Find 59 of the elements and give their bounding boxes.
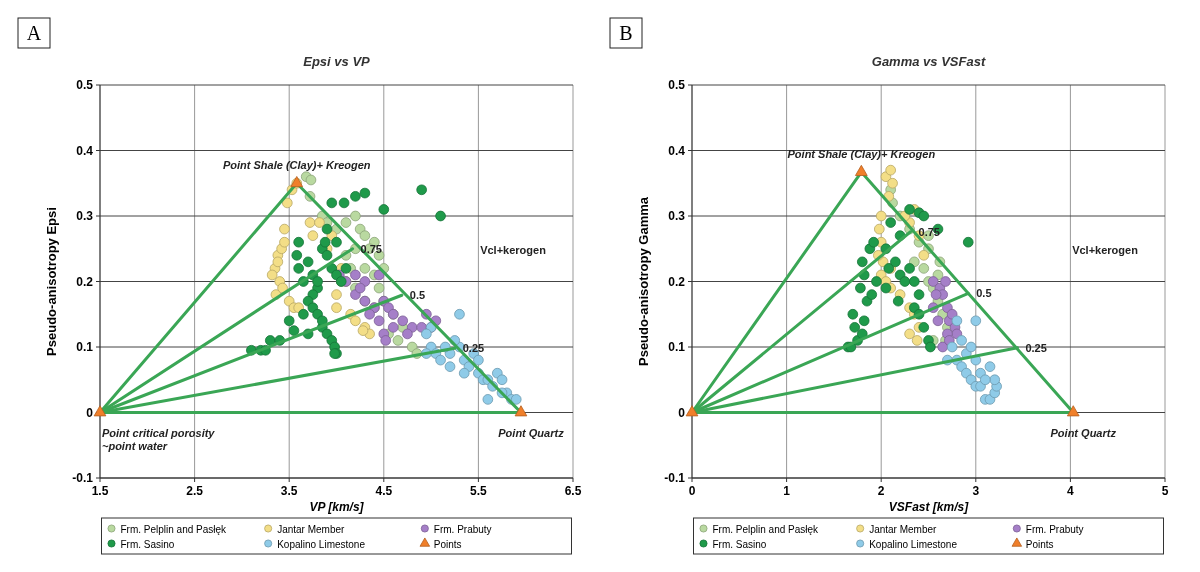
y-tick-label: 0.2 bbox=[76, 274, 94, 289]
annotation: 0.25 bbox=[1025, 341, 1047, 354]
legend-label: Kopalino Limestone bbox=[869, 538, 958, 550]
annotation: 0.5 bbox=[409, 289, 426, 302]
annotation: 0.5 bbox=[976, 287, 992, 300]
x-axis-title: VP [km/s] bbox=[309, 500, 365, 514]
y-axis-title: Pseudo-anisotropy Gamma bbox=[636, 196, 651, 367]
annotation: 0.75 bbox=[360, 242, 382, 255]
y-tick-label: 0.2 bbox=[668, 274, 686, 289]
x-tick-label: 3 bbox=[972, 484, 980, 498]
annotation: Point Quartz bbox=[498, 426, 565, 439]
y-tick-label: 0.4 bbox=[76, 143, 94, 158]
legend-label: Frm. Pelplin and Pasłęk bbox=[712, 523, 820, 535]
annotation: Point Shale (Clay)+ Kreogen bbox=[787, 148, 936, 161]
x-tick-label: 4 bbox=[1067, 484, 1075, 498]
legend-label: Kopalino Limestone bbox=[277, 538, 366, 550]
x-tick-label: 5.5 bbox=[470, 484, 488, 498]
y-tick-label: 0.5 bbox=[668, 78, 686, 92]
legend-label: Points bbox=[1025, 538, 1054, 550]
x-tick-label: 4.5 bbox=[375, 484, 393, 498]
y-tick-label: 0 bbox=[86, 405, 94, 420]
y-tick-label: 0.3 bbox=[76, 209, 94, 223]
chart-title: Epsi vs VP bbox=[303, 54, 371, 69]
legend-label: Frm. Prabuty bbox=[433, 523, 492, 535]
y-tick-label: -0.1 bbox=[664, 471, 686, 485]
y-tick-label: 0 bbox=[678, 405, 686, 420]
annotation: 0.25 bbox=[462, 342, 485, 355]
text: B bbox=[619, 22, 633, 44]
legend-label: Frm. Sasino bbox=[120, 538, 175, 550]
y-tick-label: 0.1 bbox=[668, 340, 686, 354]
legend-label: Points bbox=[433, 538, 462, 550]
y-tick-label: 0.5 bbox=[76, 78, 94, 92]
x-axis-title: VSFast [km/s] bbox=[888, 500, 970, 514]
y-tick-label: 0.1 bbox=[76, 340, 94, 354]
x-tick-label: 3.5 bbox=[280, 484, 298, 498]
x-tick-label: 1 bbox=[783, 484, 791, 498]
x-tick-label: 1.5 bbox=[91, 484, 109, 498]
x-tick-label: 2.5 bbox=[186, 484, 204, 498]
legend-label: Frm. Sasino bbox=[712, 538, 767, 550]
legend-label: Jantar Member bbox=[869, 523, 938, 535]
x-tick-label: 5 bbox=[1161, 484, 1169, 498]
y-tick-label: 0.4 bbox=[668, 143, 686, 158]
annotation: Vcl+kerogen bbox=[480, 243, 547, 256]
legend-label: Frm. Prabuty bbox=[1025, 523, 1084, 535]
annotation: Point Quartz bbox=[1050, 426, 1117, 439]
annotation: Point critical porosity ~point water bbox=[102, 426, 216, 452]
annotation: Point Shale (Clay)+ Kreogen bbox=[222, 159, 371, 172]
x-tick-label: 6.5 bbox=[564, 484, 582, 498]
legend-label: Frm. Pelplin and Pasłęk bbox=[120, 523, 228, 535]
annotation: 0.75 bbox=[918, 225, 940, 238]
x-tick-label: 2 bbox=[877, 484, 885, 498]
y-tick-label: 0.3 bbox=[668, 209, 686, 223]
chart-title: Gamma vs VSFast bbox=[871, 54, 986, 69]
x-tick-label: 0 bbox=[688, 484, 696, 498]
text: A bbox=[26, 22, 42, 44]
annotation: Vcl+kerogen bbox=[1072, 243, 1139, 256]
y-axis-title: Pseudo-anisotropy Epsi bbox=[44, 207, 59, 356]
y-tick-label: -0.1 bbox=[72, 471, 94, 485]
legend-label: Jantar Member bbox=[277, 523, 346, 535]
